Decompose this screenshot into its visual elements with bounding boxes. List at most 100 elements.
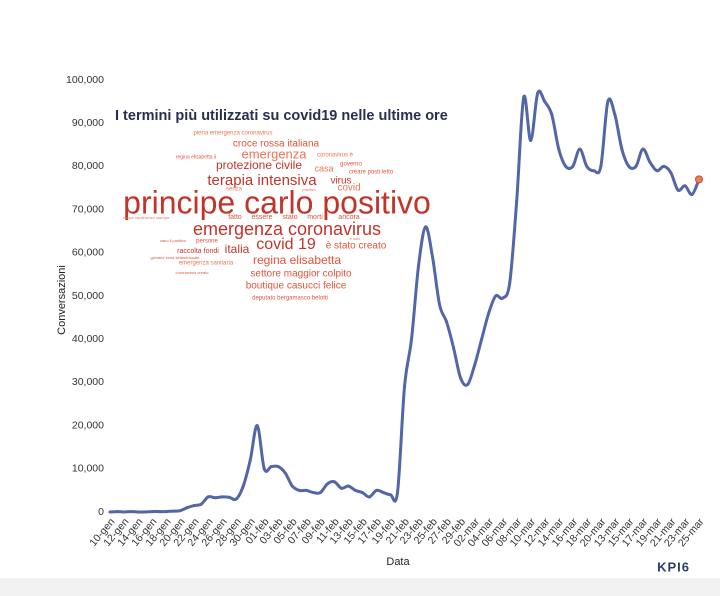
word-cloud-title: I termini più utilizzati su covid19 nell… [115, 108, 448, 124]
data-point [410, 337, 414, 341]
data-point [634, 164, 638, 168]
data-point [220, 495, 224, 499]
data-point [143, 510, 147, 514]
data-point [452, 346, 456, 350]
data-point [234, 497, 238, 501]
data-point [564, 164, 568, 168]
data-point [522, 95, 526, 99]
data-point [536, 91, 540, 95]
data-point [388, 493, 392, 497]
data-point [543, 100, 547, 104]
data-point [403, 385, 406, 389]
word-cloud-term: regina elisabetta [253, 253, 341, 267]
data-point [459, 376, 463, 380]
data-point [164, 510, 168, 514]
data-point [557, 147, 561, 151]
data-point [304, 488, 308, 492]
data-point [311, 491, 315, 495]
word-cloud-term: nuove conferenze stampa [123, 215, 170, 220]
data-point [150, 510, 154, 514]
y-tick-label: 100,000 [66, 74, 104, 86]
word-cloud-term: boutique casucci felice [246, 281, 347, 292]
word-cloud-term: italia [225, 242, 250, 256]
word-cloud-term: ancora [338, 214, 360, 221]
y-tick-label: 90,000 [72, 117, 104, 129]
data-point [592, 169, 596, 173]
data-point [227, 495, 231, 499]
data-point [255, 424, 259, 428]
data-point [515, 199, 519, 203]
y-tick-label: 50,000 [72, 290, 104, 302]
data-point [297, 488, 301, 492]
word-cloud-term: emergenza coronavirus [193, 219, 381, 239]
data-point [438, 303, 442, 307]
data-point [613, 113, 617, 117]
data-point [108, 510, 112, 514]
word-cloud-term: giovane zona settentrionale [151, 255, 201, 260]
y-tick-label: 80,000 [72, 160, 104, 172]
data-point [606, 100, 610, 104]
word-cloud-term: stato [282, 214, 297, 221]
y-tick-label: 70,000 [72, 203, 104, 215]
data-point [662, 164, 666, 168]
data-point [620, 147, 624, 151]
data-point [578, 147, 582, 151]
data-point [599, 164, 603, 168]
word-cloud-term: morti [307, 214, 323, 221]
word-cloud-term: creare posti letto [349, 170, 394, 176]
word-cloud-term: fatto [228, 214, 242, 221]
data-point [339, 486, 343, 490]
word-cloud-term: casa [314, 163, 333, 173]
word-cloud-term: terapia intensiva [207, 172, 317, 189]
data-point [676, 188, 680, 192]
word-cloud-term: virus [330, 176, 351, 187]
data-point [199, 502, 203, 506]
word-cloud-term: emergenza [241, 146, 307, 161]
data-point [346, 484, 350, 488]
y-tick-label: 30,000 [72, 376, 104, 388]
data-point [690, 192, 694, 196]
word-cloud-term: deputato bergamasco belotti [252, 296, 328, 302]
data-point [585, 164, 589, 168]
data-point [213, 496, 217, 500]
data-point [466, 383, 470, 387]
highlight-point [695, 175, 703, 184]
y-tick-label: 60,000 [72, 247, 104, 259]
data-point [360, 491, 364, 495]
data-point [374, 488, 378, 492]
word-cloud-term: principe carlo positivo [123, 184, 431, 220]
data-point [318, 491, 322, 495]
word-cloud-term: covid [337, 183, 360, 194]
data-point [395, 491, 399, 495]
data-point [431, 255, 435, 259]
word-cloud-term: protezione civile [216, 158, 302, 172]
data-point [122, 510, 126, 514]
word-cloud-term: carlo il positivo [160, 238, 187, 243]
word-cloud-term: coronavirus è [317, 153, 354, 159]
data-point [417, 264, 421, 268]
data-point [276, 465, 280, 469]
data-point [480, 337, 484, 341]
data-point [353, 488, 357, 492]
data-point [157, 510, 161, 514]
word-cloud-term: positivo [302, 187, 316, 192]
data-point [171, 509, 175, 513]
data-point [115, 510, 119, 514]
data-point [487, 311, 491, 315]
word-cloud-term: è solo [350, 236, 361, 241]
word-cloud-term: senza [226, 187, 243, 193]
data-point [129, 510, 133, 514]
word-cloud-term: settore maggior colpito [250, 269, 352, 280]
word-cloud-term: persone [196, 239, 218, 245]
data-point [494, 294, 498, 298]
data-point [367, 495, 371, 499]
word-cloud-term: è stato creato [326, 241, 387, 252]
data-point [648, 160, 652, 164]
data-point [332, 480, 336, 484]
data-point [683, 184, 687, 188]
data-point [508, 281, 512, 285]
data-point [501, 296, 505, 300]
word-cloud-term: croce rossa italiana [233, 139, 320, 150]
